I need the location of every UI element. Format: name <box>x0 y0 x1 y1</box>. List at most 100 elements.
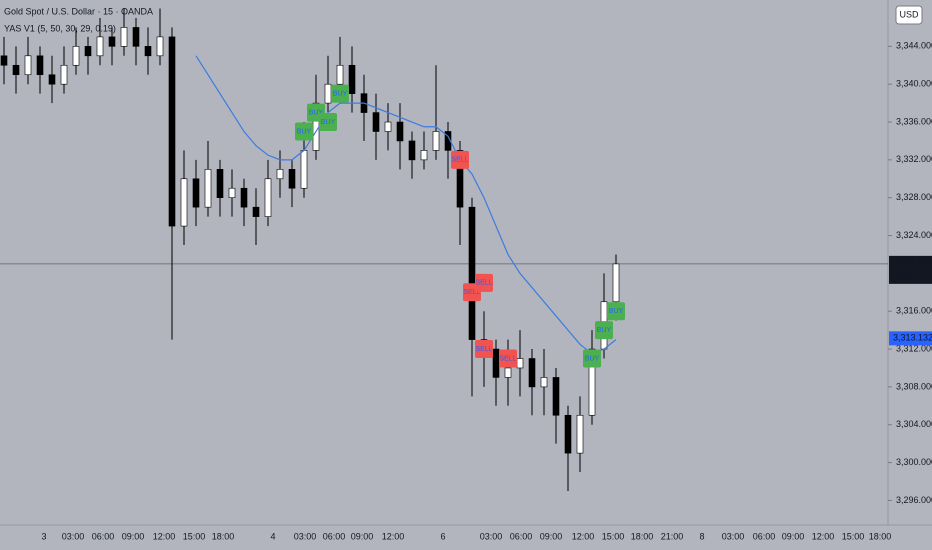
candle-body <box>216 169 224 199</box>
candle-body <box>492 348 500 378</box>
candle-body <box>372 112 380 132</box>
candle-body <box>420 150 428 161</box>
y-tick-label: 3,304.000 <box>896 419 932 429</box>
candle-body <box>456 150 464 208</box>
candle-body <box>516 358 524 369</box>
candle-body <box>264 178 272 217</box>
x-tick-label: 12:00 <box>382 531 405 541</box>
last-price-label: 3,321.005 <box>893 256 932 266</box>
signal-label: BUY <box>609 308 624 315</box>
signal-label: BUY <box>309 109 324 116</box>
candle-body <box>348 64 356 94</box>
chart-title: Gold Spot / U.S. Dollar · 15 · OANDA <box>4 6 153 16</box>
x-tick-label: 6 <box>440 531 445 541</box>
candle-body <box>528 358 536 388</box>
candle-body <box>12 64 20 76</box>
x-tick-label: 09:00 <box>540 531 563 541</box>
x-tick-label: 18:00 <box>631 531 654 541</box>
candle-body <box>540 377 548 388</box>
countdown: 11:45 <box>893 270 915 280</box>
y-tick-label: 3,344.000 <box>896 41 932 51</box>
y-tick-label: 3,324.000 <box>896 230 932 240</box>
candle-body <box>468 206 476 340</box>
x-tick-label: 18:00 <box>869 531 892 541</box>
candle-body <box>408 140 416 161</box>
candle-body <box>144 46 152 57</box>
signal-label: SELL <box>499 355 516 362</box>
x-tick-label: 06:00 <box>510 531 533 541</box>
x-tick-label: 06:00 <box>323 531 346 541</box>
candle-body <box>36 55 44 76</box>
signal-box <box>295 122 313 141</box>
indicator-name: YAS V1 (5, 50, 30, 29, 0.19) <box>4 23 116 33</box>
x-tick-label: 15:00 <box>183 531 206 541</box>
y-tick-label: 3,300.000 <box>896 457 932 467</box>
signal-label: BUY <box>333 90 348 97</box>
x-tick-label: 03:00 <box>62 531 85 541</box>
y-tick-label: 3,296.000 <box>896 495 932 505</box>
candle-body <box>252 206 260 217</box>
candle-body <box>0 55 8 66</box>
signal-box <box>319 113 337 132</box>
indicator-price-tag <box>889 331 932 346</box>
candle-body <box>324 83 332 104</box>
candle-body <box>300 150 308 189</box>
candle-body <box>60 64 68 85</box>
x-tick-label: 15:00 <box>842 531 865 541</box>
candle-body <box>204 169 212 208</box>
signal-label: SELL <box>475 346 492 353</box>
candle-body <box>612 263 620 303</box>
x-tick-label: 18:00 <box>212 531 235 541</box>
candle-body <box>276 169 284 180</box>
candle-body <box>384 121 392 132</box>
candle-body <box>576 414 584 454</box>
candle-body <box>288 169 296 189</box>
x-tick-label: 06:00 <box>92 531 115 541</box>
candle-body <box>48 74 56 85</box>
candle-body <box>168 36 176 227</box>
candle-body <box>96 36 104 57</box>
signal-box <box>607 302 625 321</box>
x-tick-label: 12:00 <box>572 531 595 541</box>
candle-body <box>24 55 32 76</box>
candle-body <box>552 377 560 416</box>
signal-label: BUY <box>585 355 600 362</box>
signal-box <box>475 273 493 292</box>
signal-label: BUY <box>297 128 312 135</box>
y-tick-label: 3,332.000 <box>896 154 932 164</box>
x-tick-label: 21:00 <box>661 531 684 541</box>
signal-box <box>499 349 517 368</box>
currency: USD <box>899 9 919 19</box>
x-tick-label: 3 <box>41 531 46 541</box>
candle-body <box>396 121 404 142</box>
x-tick-label: 03:00 <box>294 531 317 541</box>
candle-body <box>132 27 140 47</box>
signal-box <box>595 321 613 340</box>
candle-body <box>192 178 200 208</box>
candle-body <box>180 178 188 227</box>
indicator-price-label: 3,313.132 <box>893 333 932 343</box>
candle-body <box>504 367 512 378</box>
signal-box <box>331 84 349 103</box>
x-tick-label: 12:00 <box>812 531 835 541</box>
x-tick-label: 06:00 <box>753 531 776 541</box>
candle-body <box>72 46 80 66</box>
x-tick-label: 09:00 <box>122 531 145 541</box>
signal-label: SELL <box>451 157 468 164</box>
x-tick-label: 8 <box>699 531 704 541</box>
x-tick-label: 09:00 <box>782 531 805 541</box>
y-tick-label: 3,312.000 <box>896 343 932 353</box>
signal-label: SELL <box>475 280 492 287</box>
signal-label: BUY <box>597 327 612 334</box>
x-tick-label: 03:00 <box>722 531 745 541</box>
signal-box <box>583 349 601 368</box>
candle-body <box>564 414 572 454</box>
currency-button[interactable] <box>895 5 923 25</box>
y-tick-label: 3,316.000 <box>896 306 932 316</box>
x-tick-label: 15:00 <box>602 531 625 541</box>
candle-body <box>156 36 164 57</box>
candle-body <box>84 46 92 57</box>
indicator-line <box>195 55 617 355</box>
